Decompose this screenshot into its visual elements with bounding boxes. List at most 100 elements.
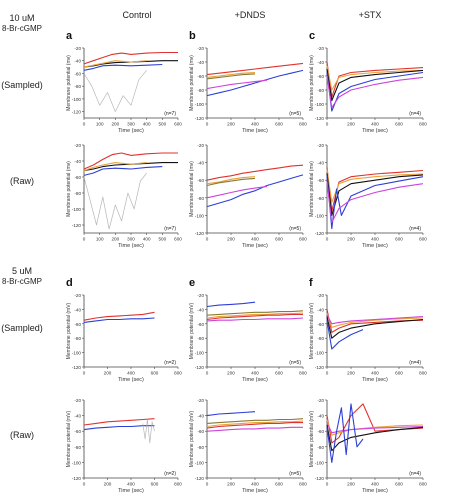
group-label-10um-conc: 10 uM xyxy=(9,13,34,23)
x-tick-label: 200 xyxy=(347,237,355,242)
x-tick-label: 800 xyxy=(299,237,307,242)
n-annotation: (n=5) xyxy=(289,111,301,117)
x-axis-label: Time (sec) xyxy=(118,243,144,249)
x-axis-label: Time (sec) xyxy=(242,488,268,494)
series-line-red xyxy=(83,51,178,65)
x-tick-label: 200 xyxy=(111,237,119,242)
x-tick-label: 800 xyxy=(419,371,427,376)
x-tick-label: 400 xyxy=(371,237,379,242)
y-tick-label: -20 xyxy=(74,398,81,403)
series-line-black xyxy=(326,173,424,216)
x-tick-label: 0 xyxy=(206,237,209,242)
series-line-blue xyxy=(206,174,304,208)
y-tick-label: -40 xyxy=(74,414,81,419)
y-tick-label: -80 xyxy=(74,84,81,89)
y-tick-label: -60 xyxy=(74,429,81,434)
y-tick-label: -100 xyxy=(72,207,82,212)
y-tick-label: -120 xyxy=(195,476,205,481)
y-tick-label: -100 xyxy=(195,213,205,218)
y-tick-label: -120 xyxy=(72,476,82,481)
series-line-blue xyxy=(83,317,155,323)
y-tick-label: -120 xyxy=(195,231,205,236)
x-tick-label: 800 xyxy=(419,237,427,242)
series-line-black xyxy=(83,60,178,68)
y-tick-label: -120 xyxy=(72,365,82,370)
y-tick-label: -40 xyxy=(197,307,204,312)
y-tick-label: -80 xyxy=(317,336,324,341)
series-line-orange xyxy=(326,169,424,203)
x-axis-label: Time (sec) xyxy=(362,243,388,249)
y-tick-label: -100 xyxy=(72,97,82,102)
y-tick-label: -40 xyxy=(74,307,81,312)
row-label-sampled-1: (Sampled) xyxy=(1,80,43,90)
x-tick-label: 200 xyxy=(227,371,235,376)
y-axis-label: Membrane potential (mV) xyxy=(66,410,72,467)
series-line-gray xyxy=(142,419,155,444)
col-header-dnds: +DNDS xyxy=(235,10,266,20)
x-tick-label: 600 xyxy=(151,371,159,376)
x-tick-label: 0 xyxy=(326,122,329,127)
x-tick-label: 800 xyxy=(174,371,182,376)
y-tick-label: -100 xyxy=(315,351,325,356)
panel-letter: c xyxy=(309,30,315,42)
series-line-red xyxy=(83,152,178,170)
panel-a-3: -20 -40 -60 -80 -100 -120 0 100 200 300 400 500 600 T… xyxy=(66,143,182,249)
y-tick-label: -40 xyxy=(197,414,204,419)
series-line-black xyxy=(326,316,424,339)
y-axis-label: Membrane potential (mv) xyxy=(189,161,195,217)
y-tick-label: -40 xyxy=(74,59,81,64)
y-tick-label: -20 xyxy=(197,293,204,298)
x-tick-label: 200 xyxy=(227,482,235,487)
x-axis-label: Time (sec) xyxy=(118,377,144,383)
series-line-olive xyxy=(206,73,256,80)
x-tick-label: 800 xyxy=(299,482,307,487)
series-line-red xyxy=(83,418,155,426)
x-tick-label: 600 xyxy=(275,371,283,376)
x-tick-label: 500 xyxy=(158,237,166,242)
n-annotation: (n=7) xyxy=(164,111,176,117)
x-tick-label: 800 xyxy=(419,482,427,487)
y-axis-label: Membrane potential (mV) xyxy=(309,410,315,467)
x-tick-label: 400 xyxy=(251,482,259,487)
y-axis-label: Membrane potential (mv) xyxy=(309,161,315,217)
series-line-olive xyxy=(206,177,256,187)
series-line-magenta xyxy=(326,423,424,434)
y-tick-label: -60 xyxy=(317,74,324,79)
series-line-black xyxy=(326,68,424,102)
panel-a-0: a-20 -40 -60 -80 -100 -120 0 100 200 300 400 500 600… xyxy=(66,30,182,134)
x-tick-label: 600 xyxy=(395,237,403,242)
x-axis-label: Time (sec) xyxy=(362,128,388,134)
y-tick-label: -80 xyxy=(197,445,204,450)
x-tick-label: 200 xyxy=(227,237,235,242)
y-tick-label: -60 xyxy=(197,322,204,327)
x-tick-label: 200 xyxy=(347,482,355,487)
y-tick-label: -80 xyxy=(74,445,81,450)
y-tick-label: -120 xyxy=(72,110,82,115)
x-tick-label: 400 xyxy=(143,122,151,127)
series-line-magenta xyxy=(326,314,424,325)
series-line-olive xyxy=(206,418,304,424)
x-axis-label: Time (sec) xyxy=(118,128,144,134)
n-annotation: (n=5) xyxy=(289,226,301,232)
x-tick-label: 0 xyxy=(83,371,86,376)
series-line-magenta xyxy=(326,181,424,223)
x-tick-label: 600 xyxy=(395,371,403,376)
x-tick-label: 600 xyxy=(275,122,283,127)
group-label-5um-drug: 8-Br-cGMP xyxy=(2,277,42,286)
y-tick-label: -120 xyxy=(315,365,325,370)
x-tick-label: 600 xyxy=(275,482,283,487)
series-line-blue xyxy=(206,301,256,308)
x-tick-label: 500 xyxy=(158,122,166,127)
y-tick-label: -80 xyxy=(317,196,324,201)
y-tick-label: -60 xyxy=(317,178,324,183)
series-line-blue xyxy=(83,166,163,176)
group-label-5um-conc: 5 uM xyxy=(12,266,32,276)
y-tick-label: -100 xyxy=(72,460,82,465)
